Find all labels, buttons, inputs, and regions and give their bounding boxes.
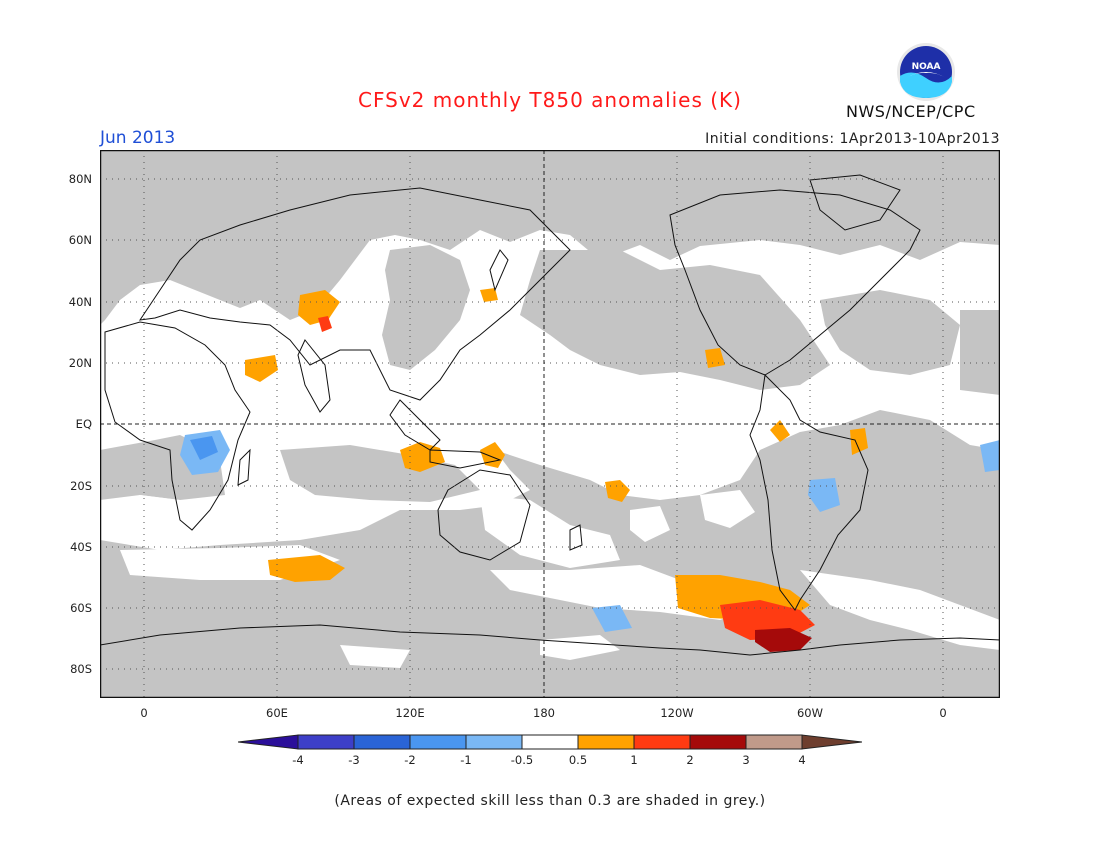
colorbar-segment-1 bbox=[297, 734, 355, 750]
colorbar-segment-6 bbox=[577, 734, 635, 750]
lat-label-80s: 80S bbox=[70, 662, 92, 676]
colorbar-label-p05: 0.5 bbox=[568, 753, 588, 767]
noaa-logo: NOAA bbox=[897, 43, 955, 101]
equator-dateline bbox=[100, 150, 1000, 698]
colorbar bbox=[238, 734, 862, 750]
lon-label-60w: 60W bbox=[796, 706, 823, 720]
anomaly-warm-3 bbox=[755, 628, 812, 652]
logo-text: NOAA bbox=[912, 62, 941, 72]
colorbar-label-m05: -0.5 bbox=[510, 753, 534, 767]
lat-label-20s: 20S bbox=[70, 479, 92, 493]
colorbar-label-m4: -4 bbox=[292, 753, 304, 767]
lat-label-40s: 40S bbox=[70, 540, 92, 554]
lon-label-120e: 120E bbox=[395, 706, 425, 720]
colorbar-segment-3 bbox=[409, 734, 467, 750]
lat-label-40n: 40N bbox=[68, 295, 92, 309]
colorbar-segment-5 bbox=[521, 734, 579, 750]
coastlines bbox=[100, 174, 1000, 656]
world-map bbox=[100, 150, 1000, 698]
lat-label-60n: 60N bbox=[68, 233, 92, 247]
lat-label-20n: 20N bbox=[68, 356, 92, 370]
map-frame bbox=[100, 150, 1000, 698]
colorbar-segment-10 bbox=[801, 734, 862, 750]
initial-conditions: Initial conditions: 1Apr2013-10Apr2013 bbox=[705, 131, 1000, 147]
lon-label-180: 180 bbox=[533, 706, 555, 720]
colorbar-segment-2 bbox=[353, 734, 411, 750]
lon-label-120w: 120W bbox=[660, 706, 694, 720]
colorbar-label-p2: 2 bbox=[686, 753, 694, 767]
lon-label-60e: 60E bbox=[266, 706, 288, 720]
anomaly-cool-2 bbox=[190, 436, 218, 460]
colorbar-segment-4 bbox=[465, 734, 523, 750]
colorbar-label-m3: -3 bbox=[348, 753, 360, 767]
forecast-month: Jun 2013 bbox=[100, 128, 176, 148]
colorbar-label-p1: 1 bbox=[630, 753, 638, 767]
map-title: CFSv2 monthly T850 anomalies (K) bbox=[358, 88, 742, 112]
graticule bbox=[100, 150, 1000, 698]
lon-label-0: 0 bbox=[140, 706, 148, 720]
colorbar-segment-0 bbox=[238, 734, 299, 750]
colorbar-segment-8 bbox=[689, 734, 747, 750]
colorbar-segment-7 bbox=[633, 734, 691, 750]
agency-label: NWS/NCEP/CPC bbox=[846, 102, 976, 121]
colorbar-label-m1: -1 bbox=[460, 753, 472, 767]
colorbar-label-p4: 4 bbox=[798, 753, 806, 767]
colorbar-label-p3: 3 bbox=[742, 753, 750, 767]
lat-label-80n: 80N bbox=[68, 172, 92, 186]
colorbar-label-m2: -2 bbox=[404, 753, 416, 767]
skill-note: (Areas of expected skill less than 0.3 a… bbox=[334, 793, 766, 809]
colorbar-segment-9 bbox=[745, 734, 803, 750]
lat-label-eq: EQ bbox=[75, 417, 92, 431]
lon-label-0-east: 0 bbox=[939, 706, 947, 720]
lat-label-60s: 60S bbox=[70, 601, 92, 615]
